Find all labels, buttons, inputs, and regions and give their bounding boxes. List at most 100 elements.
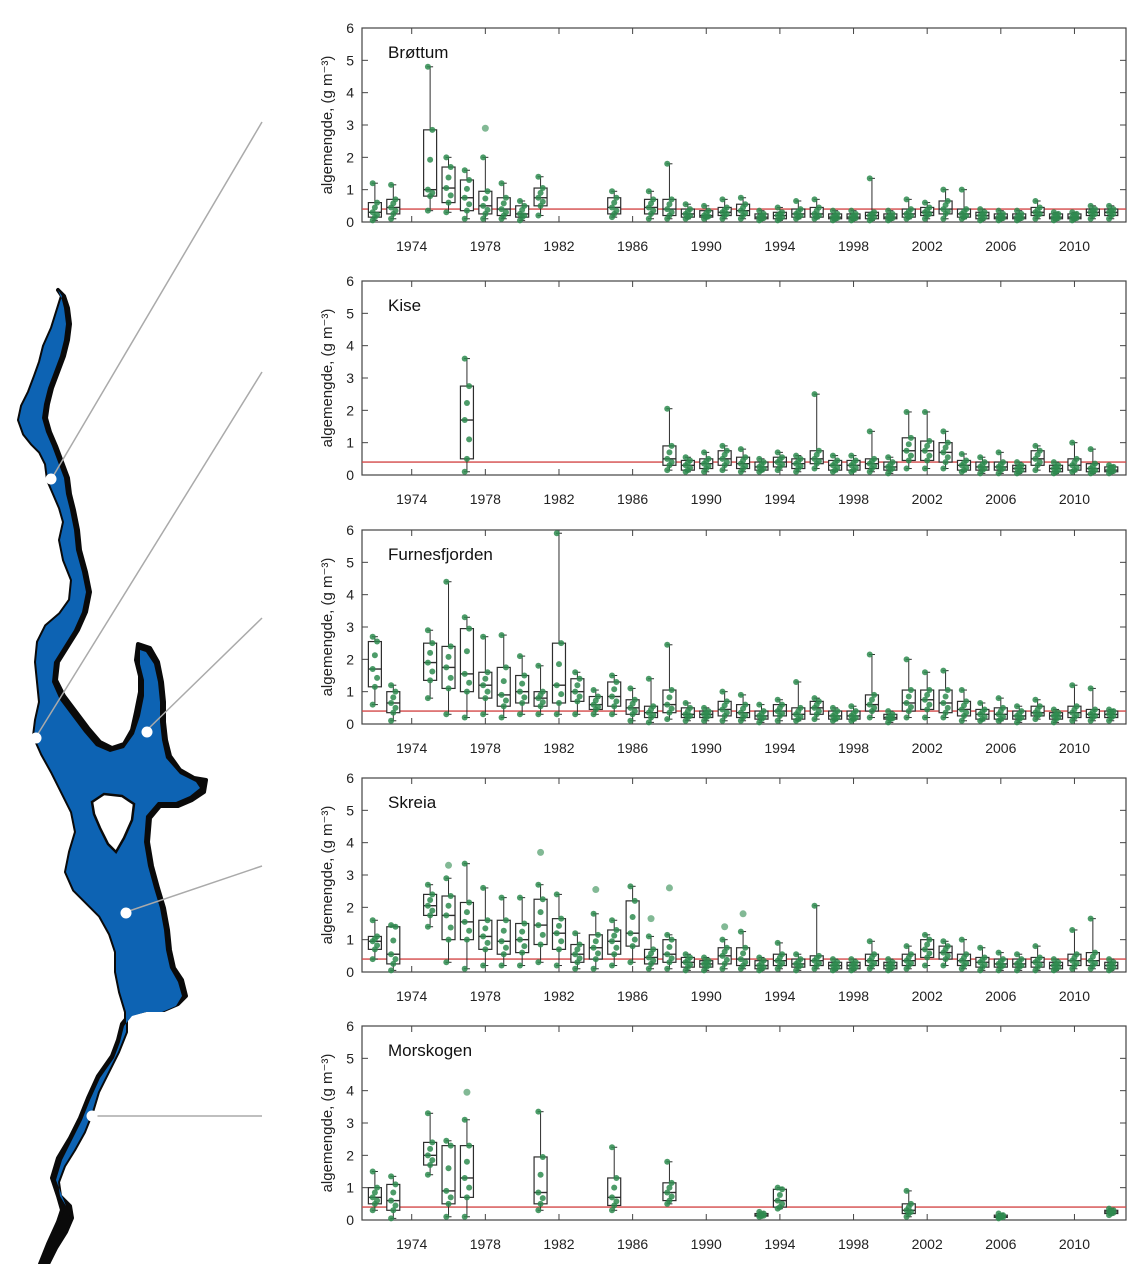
- data-point: [866, 651, 873, 658]
- station-marker-kise[interactable]: [141, 726, 153, 738]
- data-point: [926, 687, 933, 694]
- data-point: [682, 201, 689, 208]
- data-point: [611, 1184, 618, 1191]
- data-point: [427, 897, 434, 904]
- data-point: [1069, 439, 1076, 446]
- data-point: [461, 1174, 468, 1181]
- data-point: [760, 957, 767, 964]
- data-point: [429, 668, 436, 675]
- data-point: [756, 954, 763, 961]
- box-2008: [1030, 696, 1045, 723]
- station-marker-morskogen[interactable]: [86, 1110, 98, 1122]
- data-point: [609, 938, 616, 945]
- box-2000: [883, 454, 898, 477]
- data-point: [1014, 459, 1021, 466]
- data-point: [482, 925, 489, 932]
- data-point: [921, 447, 928, 454]
- box-1990: [699, 202, 714, 222]
- data-point: [611, 199, 618, 206]
- data-point: [940, 714, 947, 721]
- box-1991: [717, 442, 732, 474]
- data-point: [871, 951, 878, 958]
- box-1990: [699, 954, 714, 974]
- data-point: [797, 956, 804, 963]
- data-point: [555, 699, 562, 706]
- box-1988: [662, 160, 677, 222]
- data-point: [719, 936, 726, 943]
- data-point: [760, 459, 767, 466]
- x-tick-label: 2006: [985, 491, 1016, 507]
- box-1979: [496, 180, 511, 222]
- data-point: [944, 439, 951, 446]
- data-point: [429, 1139, 436, 1146]
- x-tick-label: 1998: [838, 988, 869, 1004]
- data-point: [498, 180, 505, 187]
- data-point: [537, 941, 544, 948]
- data-point: [944, 454, 951, 461]
- data-point: [1018, 956, 1025, 963]
- data-point: [539, 1195, 546, 1202]
- box-2003: [938, 938, 953, 969]
- data-point: [521, 672, 528, 679]
- data-point: [553, 962, 560, 969]
- data-point: [1036, 954, 1043, 961]
- data-point: [516, 688, 523, 695]
- data-point: [779, 454, 786, 461]
- data-point: [519, 699, 526, 706]
- data-point: [903, 714, 910, 721]
- x-tick-label: 1990: [691, 1236, 722, 1252]
- data-point: [611, 932, 618, 939]
- data-point: [535, 1189, 542, 1196]
- station-marker-brottum[interactable]: [45, 473, 57, 485]
- data-point: [463, 936, 470, 943]
- data-point: [981, 954, 988, 961]
- data-point: [388, 1173, 395, 1180]
- data-point: [388, 215, 395, 222]
- data-point: [852, 210, 859, 217]
- y-tick-label: 3: [346, 117, 354, 133]
- data-point: [461, 614, 468, 621]
- data-point: [445, 1165, 452, 1172]
- data-point: [390, 694, 397, 701]
- data-point: [1036, 447, 1043, 454]
- data-point: [427, 677, 434, 684]
- data-point: [609, 204, 616, 211]
- panel-morskogen: 0 1 2 3 4 5 6 1974 1978 1982 1986 1990 1994 1998 2002 2…: [319, 1018, 1127, 1252]
- y-tick-label: 6: [346, 770, 354, 786]
- box-1997: [828, 452, 843, 475]
- box-2010: [1067, 926, 1082, 972]
- data-point: [553, 891, 560, 898]
- box-1990: [699, 704, 714, 724]
- data-point: [742, 463, 749, 470]
- data-point: [463, 688, 470, 695]
- station-marker-furnesfjorden[interactable]: [30, 732, 42, 744]
- data-point: [701, 202, 708, 209]
- data-point: [521, 694, 528, 701]
- y-tick-label: 1: [346, 932, 354, 948]
- data-point: [834, 210, 841, 217]
- data-point: [374, 933, 381, 940]
- data-point: [687, 457, 694, 464]
- x-tick-label: 1998: [838, 491, 869, 507]
- data-point: [1000, 956, 1007, 963]
- data-point: [574, 698, 581, 705]
- data-point: [719, 196, 726, 203]
- data-point: [705, 708, 712, 715]
- data-point: [480, 202, 487, 209]
- data-point: [537, 1171, 544, 1178]
- data-point: [516, 894, 523, 901]
- station-marker-skreia[interactable]: [120, 907, 132, 919]
- box-2006: [993, 695, 1008, 724]
- data-point: [461, 355, 468, 362]
- data-point: [466, 201, 473, 208]
- box-1976: [441, 861, 456, 966]
- data-point: [627, 930, 634, 937]
- box-1982: [551, 891, 567, 969]
- data-point: [535, 922, 542, 929]
- data-point: [687, 704, 694, 711]
- lake-water: [19, 290, 200, 1206]
- data-point: [797, 206, 804, 213]
- data-point: [484, 188, 491, 195]
- box-1972: [367, 1168, 382, 1214]
- data-point: [463, 1194, 470, 1201]
